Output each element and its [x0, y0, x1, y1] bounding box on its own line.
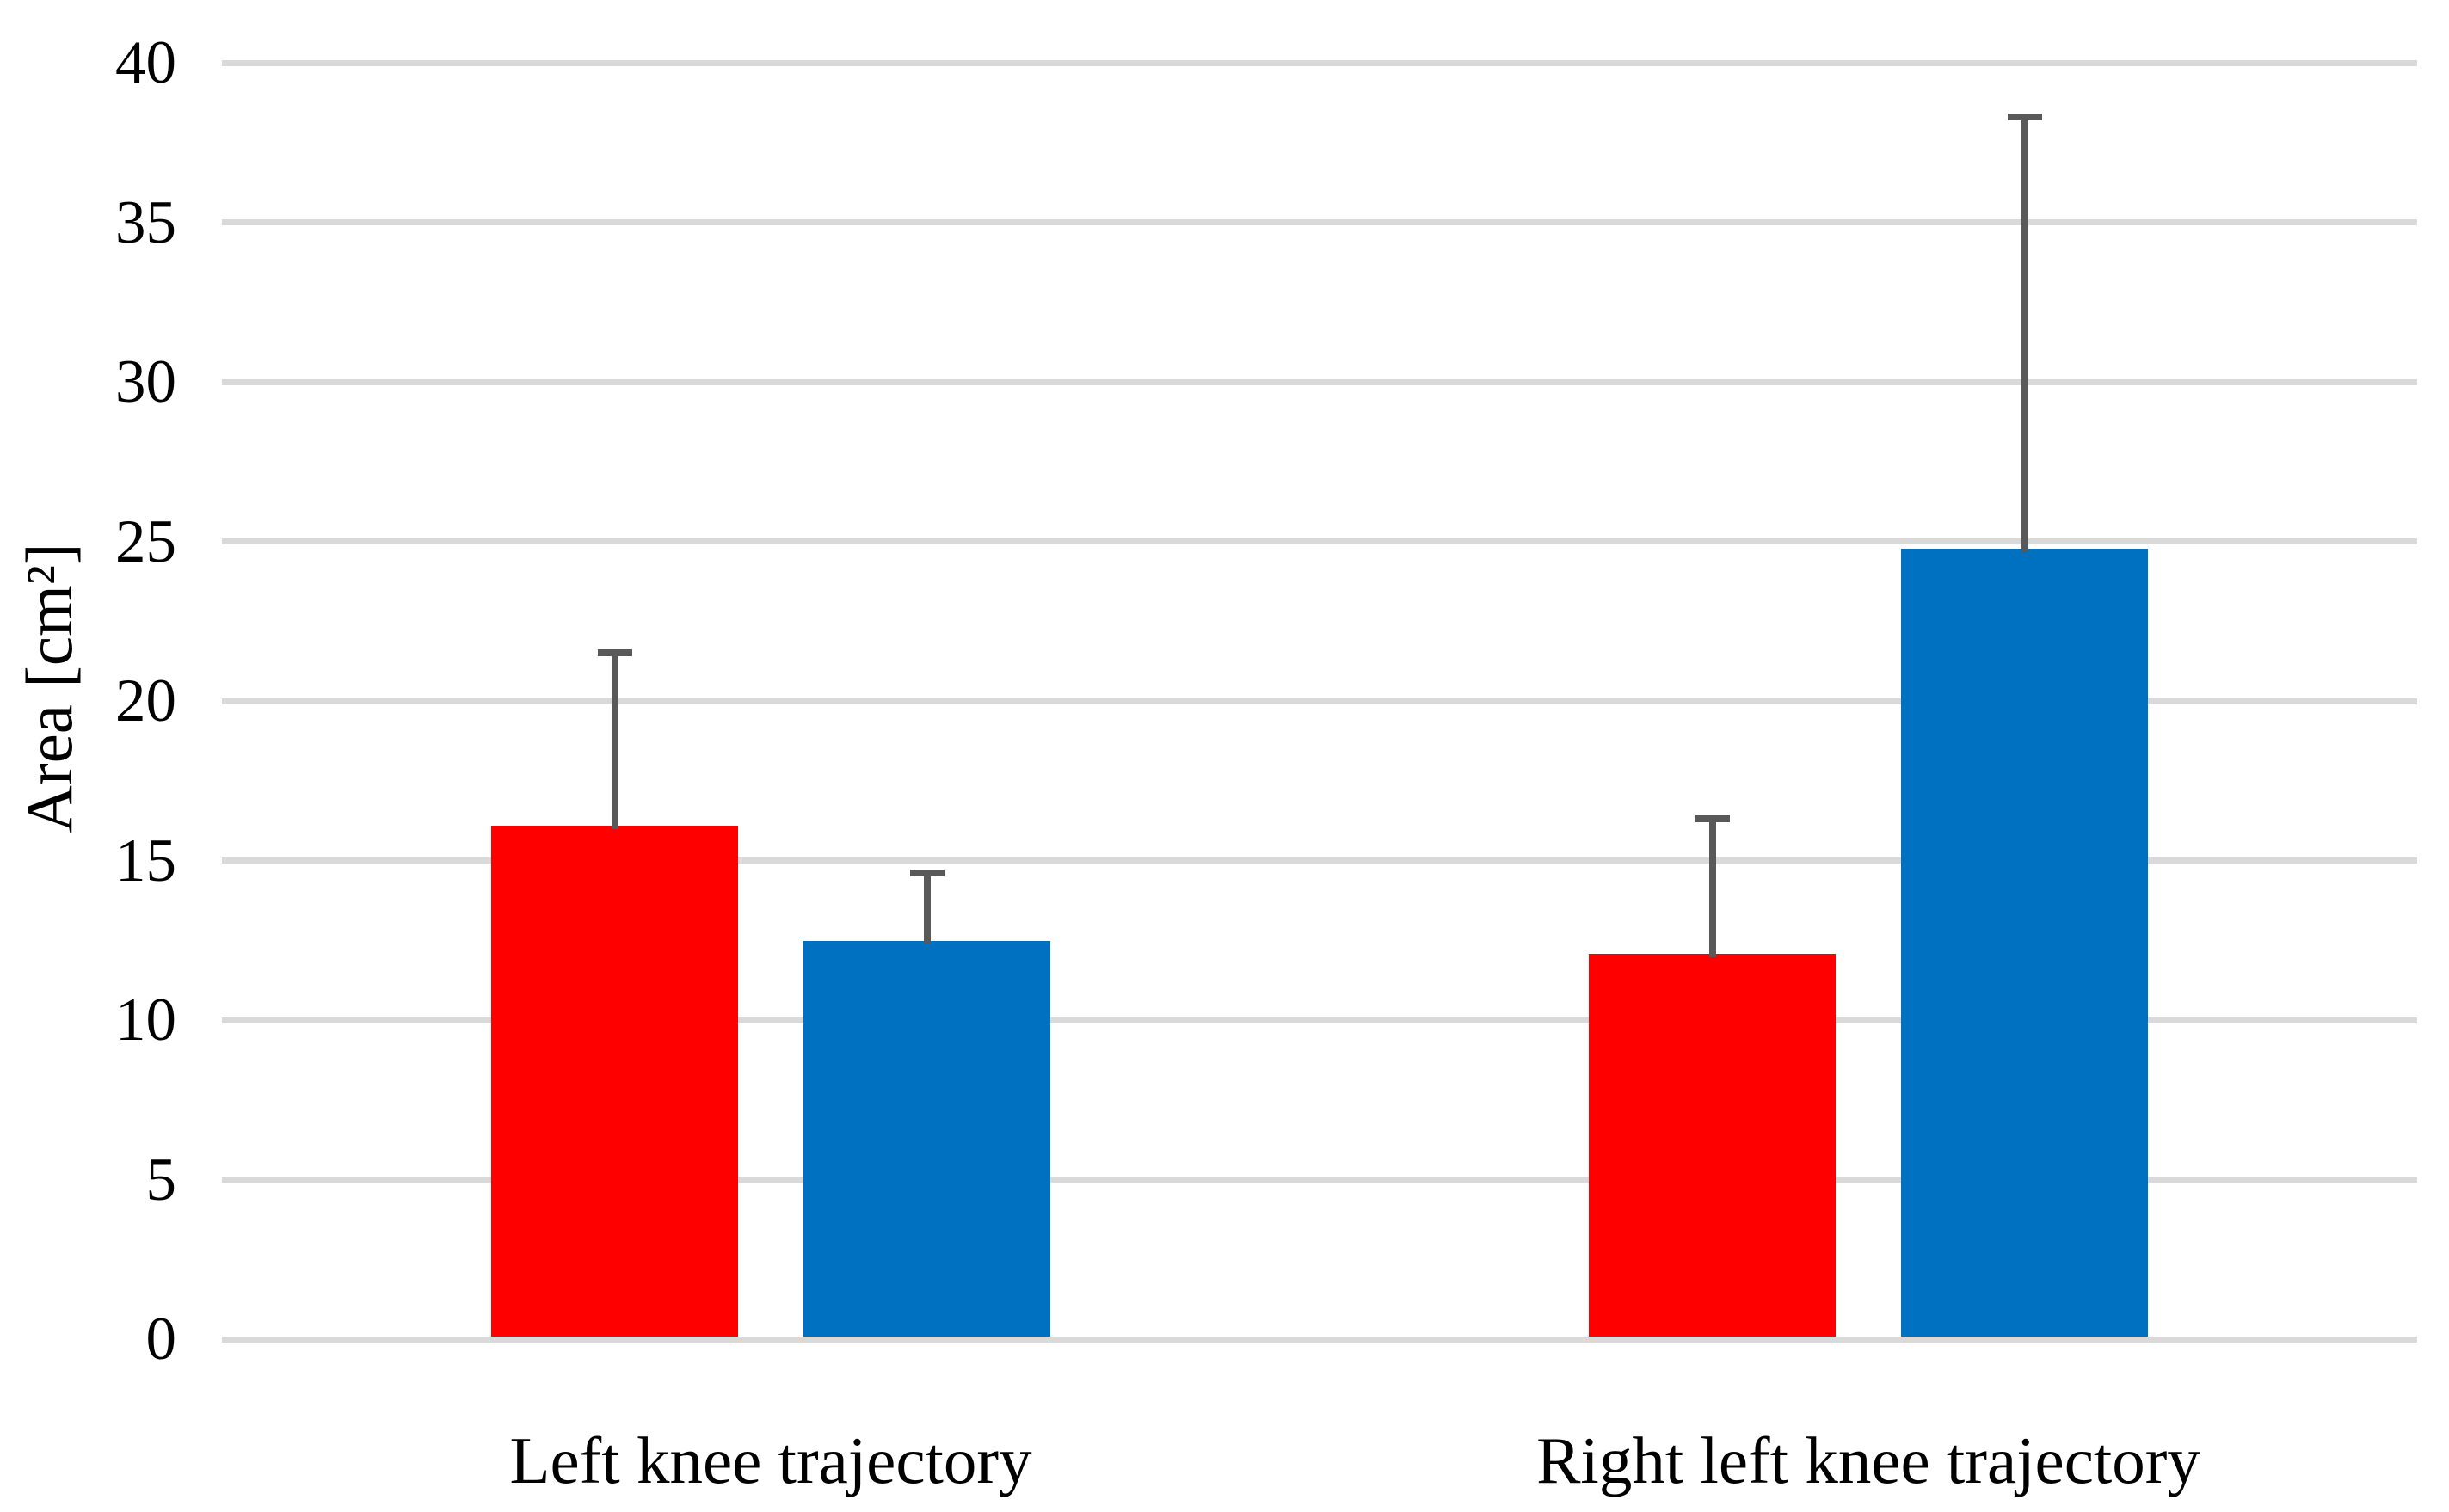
gridline-y-15: [222, 857, 2417, 864]
gridline-y-5: [222, 1177, 2417, 1183]
gridline-y-25: [222, 538, 2417, 544]
y-tick-label-10: 10: [115, 986, 176, 1054]
error-bar-cap-blue-1: [909, 870, 945, 877]
bar-red-1: [491, 826, 738, 1337]
error-bar-cap-red-2: [1695, 815, 1730, 823]
y-tick-label-35: 35: [115, 188, 176, 256]
y-tick-label-15: 15: [115, 827, 176, 894]
error-bar-blue-1: [923, 873, 931, 944]
gridline-y-40: [222, 59, 2417, 66]
error-bar-red-1: [611, 653, 618, 829]
gridline-y-20: [222, 698, 2417, 704]
error-bar-cap-red-1: [597, 649, 632, 657]
x-category-label-1: Left knee trajectory: [509, 1423, 1032, 1497]
error-bar-cap-blue-2: [2007, 114, 2042, 121]
y-tick-label-40: 40: [115, 29, 176, 96]
y-tick-label-25: 25: [115, 507, 176, 575]
bar-red-2: [1589, 954, 1836, 1337]
x-category-label-2: Right left knee trajectory: [1536, 1423, 2200, 1497]
y-tick-label-5: 5: [145, 1146, 177, 1214]
error-bar-red-2: [1708, 819, 1716, 957]
gridline-y-30: [222, 378, 2417, 385]
error-bar-blue-2: [2021, 117, 2028, 552]
y-tick-label-30: 30: [115, 348, 176, 415]
gridline-y-10: [222, 1017, 2417, 1023]
bar-blue-2: [1901, 549, 2148, 1337]
gridline-y-35: [222, 219, 2417, 225]
y-tick-label-20: 20: [115, 667, 176, 734]
y-tick-label-0: 0: [145, 1306, 177, 1373]
bar-blue-1: [803, 941, 1050, 1337]
gridline-y-0: [222, 1336, 2417, 1343]
